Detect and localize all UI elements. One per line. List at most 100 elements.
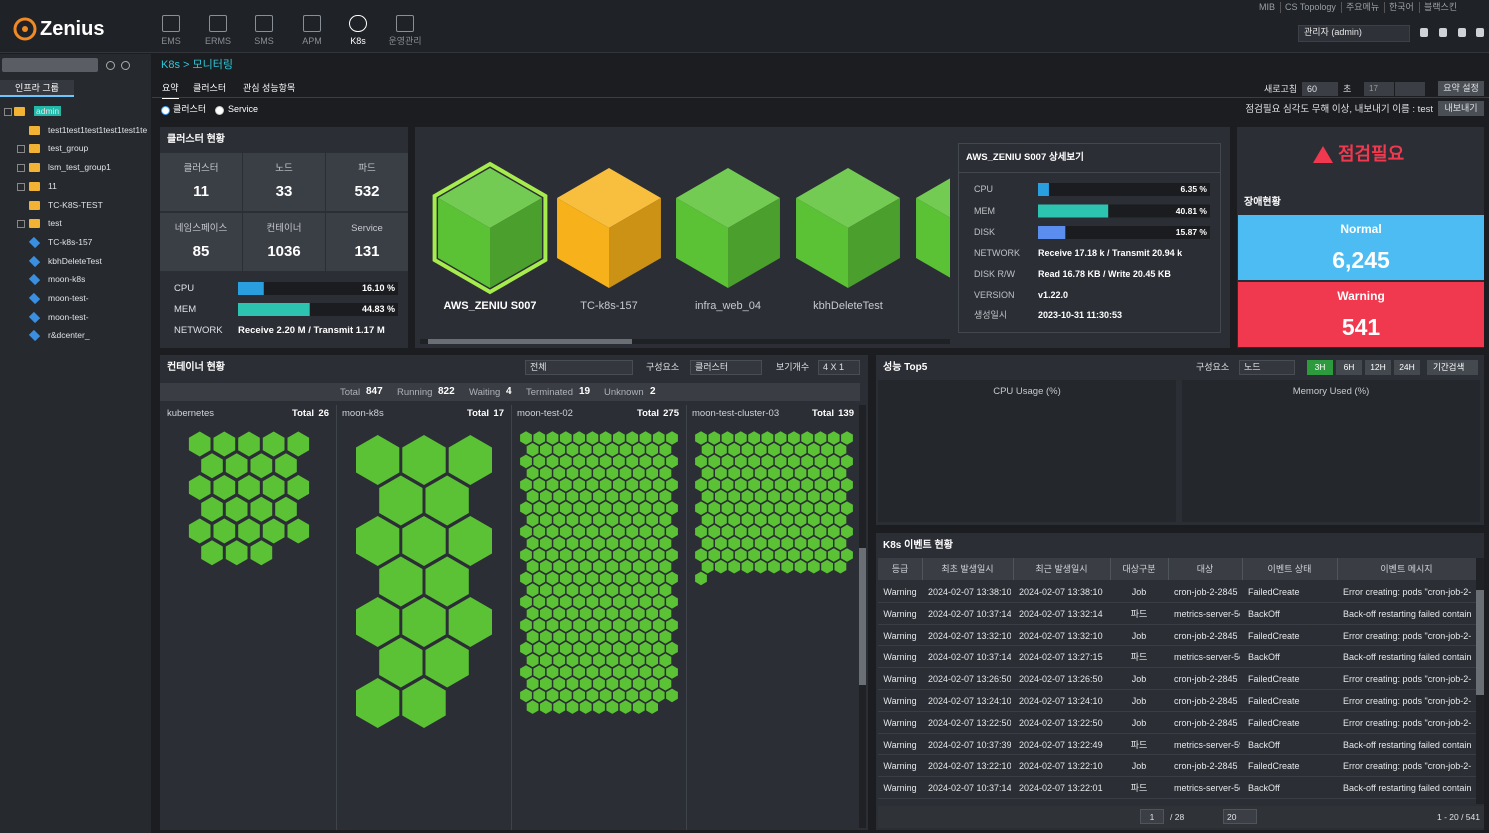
table-row[interactable] (878, 668, 1476, 690)
container-hex (250, 540, 273, 566)
table-row[interactable] (878, 646, 1476, 669)
container-hex (356, 516, 400, 566)
tree-expander[interactable] (17, 164, 25, 173)
container-hex (646, 700, 658, 714)
tree-expander[interactable] (4, 108, 12, 116)
container-hex (626, 524, 639, 539)
column-header[interactable]: 등급 (891, 564, 909, 574)
tree-node[interactable]: kbhDeleteTest (48, 255, 102, 266)
range-button[interactable] (1336, 360, 1362, 375)
search-box[interactable] (2, 58, 98, 72)
table-row[interactable] (878, 690, 1476, 712)
range-label[interactable]: 3H (1314, 362, 1326, 372)
table-row[interactable] (878, 777, 1476, 799)
export-button[interactable] (1438, 101, 1484, 116)
range-label[interactable]: 24H (1399, 362, 1415, 372)
component-select[interactable] (690, 360, 762, 375)
header-icon[interactable] (1476, 28, 1484, 37)
tree-expander[interactable] (17, 182, 25, 191)
sidebar-tab[interactable] (0, 80, 74, 97)
container-hex (652, 595, 665, 609)
table-cell: 2024-02-07 13:24:10 (928, 696, 1011, 706)
summary-settings-button[interactable] (1438, 81, 1484, 96)
tree-node[interactable]: moon-test- (48, 293, 89, 303)
radio[interactable] (215, 106, 224, 115)
nav-item[interactable]: APM (302, 36, 322, 46)
table-row[interactable] (878, 712, 1476, 734)
component-select[interactable] (1239, 360, 1295, 375)
pause-button[interactable] (1395, 82, 1425, 96)
nav-icon[interactable] (162, 15, 180, 32)
top-link[interactable]: 주요메뉴 (1341, 2, 1383, 13)
table-row[interactable] (878, 734, 1476, 756)
table-row[interactable] (878, 625, 1476, 647)
table-cell: 파드 (1130, 652, 1148, 663)
page-size-select[interactable] (1223, 809, 1257, 824)
range-label[interactable]: 6H (1343, 362, 1355, 372)
top-link[interactable]: MIB (1259, 2, 1276, 12)
view-select[interactable] (818, 360, 860, 375)
nav-icon[interactable] (303, 15, 321, 32)
summary-settings[interactable]: 요약 설정 (1443, 83, 1479, 93)
tree-node[interactable]: TC-K8S-TEST (48, 199, 103, 210)
filter-select[interactable] (525, 360, 633, 375)
container-hex (701, 513, 714, 527)
table-row[interactable] (878, 581, 1476, 603)
header-icon[interactable] (1439, 28, 1447, 37)
column-header[interactable]: 이벤트 상태 (1267, 564, 1312, 574)
table-cell: 파드 (1130, 608, 1148, 619)
table-row[interactable] (878, 755, 1476, 778)
nav-item[interactable]: EMS (161, 36, 181, 46)
nav-item[interactable]: SMS (254, 36, 274, 46)
column-header[interactable]: 최초 발생일시 (941, 564, 994, 574)
nav-icon[interactable] (349, 15, 367, 32)
tab[interactable]: 관심 성능항목 (243, 83, 296, 93)
nav-item[interactable]: ERMS (204, 36, 232, 46)
column-header[interactable]: 대상 (1196, 564, 1214, 574)
tree-node[interactable]: moon-test- (48, 311, 89, 322)
container-hex (586, 548, 599, 562)
container-hex (526, 559, 539, 574)
top-link[interactable]: CS Topology (1280, 2, 1340, 13)
tree-node[interactable]: r&dcenter_ (48, 330, 90, 341)
tree-node[interactable]: 11 (48, 180, 57, 191)
sidebar-tool[interactable] (121, 61, 130, 70)
tree-node[interactable]: TC-k8s-157 (48, 236, 93, 247)
nav-item[interactable]: K8s (350, 36, 366, 46)
tree-node[interactable]: lsm_test_group1 (48, 162, 111, 173)
tree-node[interactable]: test (48, 218, 62, 229)
range-button[interactable] (1365, 360, 1391, 375)
table-row[interactable] (878, 603, 1476, 625)
nav-icon[interactable] (255, 15, 273, 32)
column-header[interactable]: 대상구분 (1122, 564, 1156, 574)
tree-node[interactable]: test_group (48, 143, 89, 154)
export[interactable]: 내보내기 (1444, 103, 1478, 113)
column-header[interactable]: 최근 발생일시 (1035, 564, 1088, 574)
page-input[interactable] (1140, 809, 1164, 824)
header-icon[interactable] (1420, 28, 1428, 37)
header-icon[interactable] (1458, 28, 1466, 37)
period-label[interactable]: 기간검색 (1433, 362, 1465, 372)
column-header[interactable]: 이벤트 메시지 (1380, 564, 1433, 574)
tree-node[interactable]: moon-k8s (48, 274, 86, 285)
nav-item[interactable]: 운영관리 (388, 36, 422, 46)
tree-node[interactable]: admin (34, 106, 62, 117)
tab[interactable]: 클러스터 (193, 83, 227, 93)
period-button[interactable] (1427, 360, 1478, 375)
container-hex (801, 431, 814, 445)
top-link[interactable]: 한국어 (1384, 2, 1418, 13)
tree-expander[interactable] (17, 220, 25, 229)
top-link[interactable]: 블랙스킨 (1419, 2, 1461, 13)
range-label[interactable]: 12H (1370, 362, 1386, 372)
container-hex (761, 478, 774, 492)
range-button[interactable] (1307, 360, 1333, 375)
user-select[interactable] (1298, 25, 1410, 42)
nav-icon[interactable] (396, 15, 414, 32)
range-button[interactable] (1394, 360, 1420, 375)
sidebar-tool[interactable] (106, 61, 115, 70)
refresh-select[interactable] (1302, 82, 1338, 96)
tree-node[interactable]: test1test1test1test1test1te (48, 124, 148, 135)
tree-expander[interactable] (17, 145, 25, 154)
radio[interactable] (161, 106, 170, 115)
nav-icon[interactable] (209, 15, 227, 32)
